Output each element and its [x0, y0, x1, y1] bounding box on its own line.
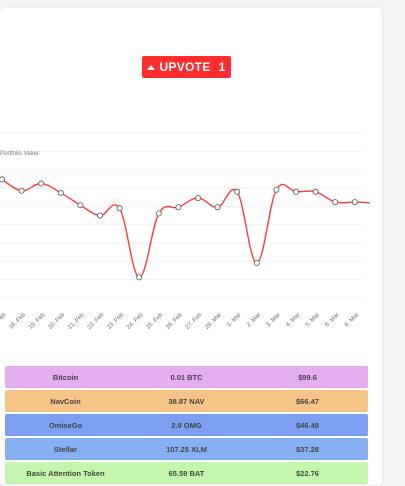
chart-grid: [0, 132, 362, 299]
holding-name: Basic Attention Token: [26, 468, 105, 478]
upvote-count: 1: [218, 60, 226, 74]
holding-amount: 38.87 NAV: [168, 396, 205, 406]
chart-point[interactable]: [18, 187, 25, 194]
holding-row[interactable]: Bitcoin 0.01 BTC $99.6: [5, 366, 368, 388]
x-tick-label: 21. Feb: [67, 312, 86, 331]
chart-legend-label: Portfolio Value: [0, 151, 39, 157]
x-tick-label: 24. Feb: [126, 312, 145, 331]
chart-point[interactable]: [77, 202, 84, 209]
x-tick-label: 20. Feb: [48, 312, 67, 331]
x-tick-label: 1. Mar: [226, 312, 242, 328]
chart-point[interactable]: [0, 176, 5, 183]
x-tick-label: 27. Feb: [185, 312, 204, 331]
holding-value: $66.47: [296, 396, 319, 406]
holding-amount: 2.9 OMG: [171, 420, 202, 430]
holding-value: $22.76: [296, 468, 319, 478]
chart-point[interactable]: [155, 210, 162, 217]
holdings-table: Bitcoin 0.01 BTC $99.6 NavCoin 38.87 NAV $66.…: [5, 366, 368, 486]
x-tick-label: 18. Feb: [8, 312, 27, 331]
x-tick-label: 5. Mar: [305, 312, 321, 328]
x-tick-label: 2. Mar: [246, 312, 262, 328]
x-tick-label: 25. Feb: [146, 312, 165, 331]
chart-point[interactable]: [97, 212, 104, 219]
holding-name: NavCoin: [50, 396, 81, 406]
chart-point[interactable]: [273, 186, 280, 193]
upvote-button[interactable]: UPVOTE 1: [142, 56, 231, 78]
holding-amount: 65.59 BAT: [168, 468, 205, 478]
holding-row[interactable]: Stellar 107.25 XLM $37.28: [5, 438, 368, 460]
holding-name: Stellar: [54, 444, 77, 454]
chart-point[interactable]: [312, 188, 319, 195]
holding-value: $37.28: [296, 444, 319, 454]
chart-point[interactable]: [175, 204, 182, 211]
chart-point[interactable]: [292, 188, 299, 195]
chart-point[interactable]: [116, 205, 123, 212]
holding-amount: 0.01 BTC: [170, 372, 203, 382]
chart-point[interactable]: [38, 180, 45, 187]
chart-point[interactable]: [234, 188, 241, 195]
chart-point[interactable]: [194, 194, 201, 201]
x-tick-label: 4. Mar: [285, 312, 301, 328]
x-tick-label: 28. Mar: [204, 312, 223, 331]
upvote-arrow-icon: [147, 64, 156, 70]
chart-point[interactable]: [332, 199, 339, 206]
holding-value: $46.49: [296, 420, 319, 430]
holding-value: $99.6: [298, 372, 317, 382]
chart-point[interactable]: [351, 199, 358, 206]
holding-row[interactable]: OmiseGo 2.9 OMG $46.49: [5, 414, 368, 436]
chart-point[interactable]: [214, 204, 221, 211]
chart-point[interactable]: [253, 259, 260, 266]
holding-row[interactable]: Basic Attention Token 65.59 BAT $22.76: [5, 462, 368, 484]
holding-name: Bitcoin: [52, 372, 79, 382]
x-tick-label: 19. Feb: [28, 312, 47, 331]
portfolio-line: [1, 178, 370, 279]
x-tick-label: 6. Mar: [324, 312, 340, 328]
x-tick-label: 22. Feb: [87, 312, 106, 331]
x-tick-label: 26. Feb: [165, 312, 184, 331]
chart-points: [0, 176, 358, 281]
x-tick-label: 23. Feb: [106, 312, 125, 331]
x-tick-label: 3. Mar: [266, 312, 282, 328]
upvote-label: UPVOTE: [159, 60, 211, 74]
holding-name: OmiseGo: [48, 420, 83, 430]
chart-point[interactable]: [57, 189, 64, 196]
x-tick-label: 17. Feb: [0, 312, 8, 331]
x-tick-label: 6. Mar: [344, 312, 360, 328]
chart-point[interactable]: [136, 274, 143, 281]
holding-row[interactable]: NavCoin 38.87 NAV $66.47: [5, 390, 368, 412]
holding-amount: 107.25 XLM: [166, 444, 207, 454]
